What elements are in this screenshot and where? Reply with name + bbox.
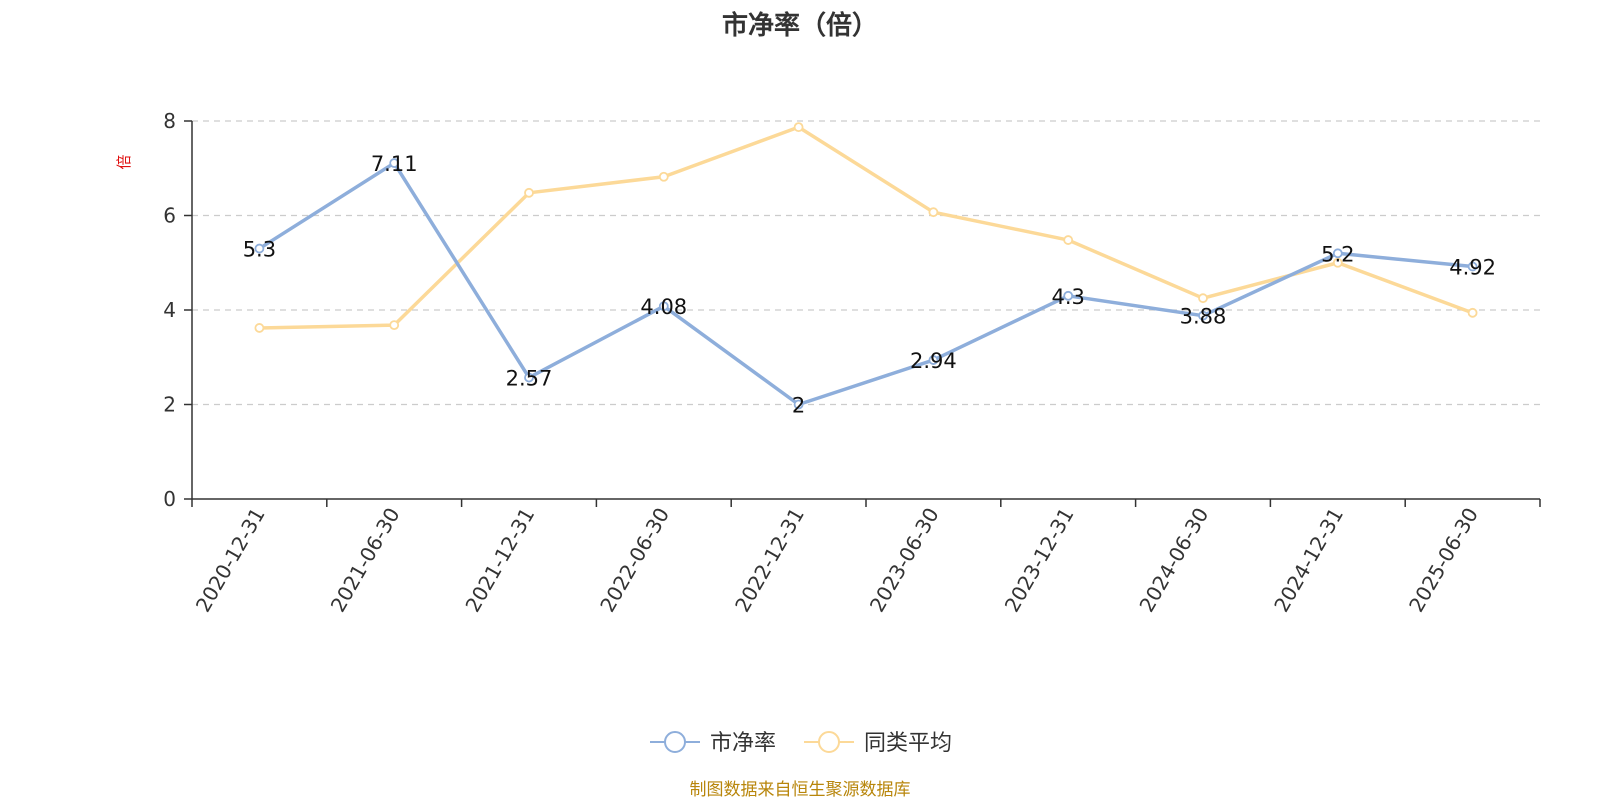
y-tick-label: 8 <box>163 109 176 133</box>
series-line-pb <box>258 161 1473 407</box>
x-tick-label: 2021-06-30 <box>326 504 405 617</box>
data-label: 3.88 <box>1180 305 1227 329</box>
grid-lines <box>192 120 1540 406</box>
y-tick-label: 6 <box>163 204 176 228</box>
axes: 0 2 4 6 8 2020-12-31 2021-06-30 2021-12-31 2022-… <box>163 109 1541 617</box>
legend-item-peer-average[interactable]: 同类平均 <box>804 731 952 756</box>
data-label: 7.11 <box>371 152 418 176</box>
data-point[interactable] <box>793 122 804 133</box>
x-tick-label: 2022-12-31 <box>730 504 809 617</box>
data-point[interactable] <box>254 323 265 333</box>
data-label: 5.2 <box>1321 242 1354 266</box>
source-note: 制图数据来自恒生聚源数据库 <box>690 780 911 800</box>
x-tick-label: 2021-12-31 <box>460 504 539 617</box>
data-label: 2.94 <box>910 349 957 373</box>
data-point[interactable] <box>1332 257 1343 268</box>
data-point[interactable] <box>389 320 400 331</box>
data-point[interactable] <box>658 171 669 182</box>
data-point[interactable] <box>389 158 400 168</box>
legend-marker <box>818 731 840 753</box>
data-point[interactable] <box>928 355 939 365</box>
data-point[interactable] <box>524 187 534 198</box>
series-lines <box>258 125 1474 407</box>
data-point[interactable] <box>1332 248 1343 259</box>
data-point[interactable] <box>524 372 534 383</box>
legend[interactable]: 市净率 同类平均 <box>650 731 952 756</box>
x-tick-label: 2022-06-30 <box>595 504 674 617</box>
x-tick-label: 2025-06-30 <box>1404 504 1483 617</box>
legend-label: 市净率 <box>710 731 776 756</box>
y-tick-label: 2 <box>163 393 176 417</box>
y-tick-label: 4 <box>163 298 176 322</box>
legend-marker <box>664 731 686 753</box>
data-point[interactable] <box>1198 310 1208 321</box>
data-point[interactable] <box>1467 261 1478 272</box>
data-labels: 5.3 7.11 2.57 4.08 2 2.94 4.3 3.88 5.2 4.92 <box>243 152 1496 417</box>
x-tick-label: 2020-12-31 <box>191 504 270 617</box>
data-label: 5.3 <box>243 238 276 262</box>
data-label: 2 <box>792 394 805 418</box>
data-label: 2.57 <box>506 367 553 391</box>
data-point[interactable] <box>1198 293 1208 304</box>
legend-label: 同类平均 <box>864 731 952 756</box>
data-point[interactable] <box>928 207 939 218</box>
data-label: 4.92 <box>1449 256 1496 280</box>
data-point[interactable] <box>1063 235 1074 245</box>
legend-item-pb[interactable]: 市净率 <box>650 731 776 756</box>
data-point[interactable] <box>658 301 669 312</box>
x-tick-label: 2024-12-31 <box>1269 504 1348 617</box>
y-axis-unit-label: 倍 <box>115 154 133 169</box>
x-tick-label: 2023-06-30 <box>865 504 944 617</box>
data-point[interactable] <box>1467 307 1478 318</box>
series-points <box>254 122 1478 410</box>
x-tick-label: 2023-12-31 <box>1000 504 1079 617</box>
series-line-peer-average <box>259 125 1474 330</box>
data-label: 4.08 <box>640 295 687 319</box>
y-tick-label: 0 <box>163 487 176 511</box>
data-label: 4.3 <box>1051 285 1084 309</box>
x-tick-label: 2024-06-30 <box>1134 504 1213 617</box>
data-point[interactable] <box>1063 290 1074 301</box>
data-point[interactable] <box>793 399 804 410</box>
data-point[interactable] <box>254 243 265 254</box>
chart-title: 市净率（倍） <box>722 10 878 41</box>
